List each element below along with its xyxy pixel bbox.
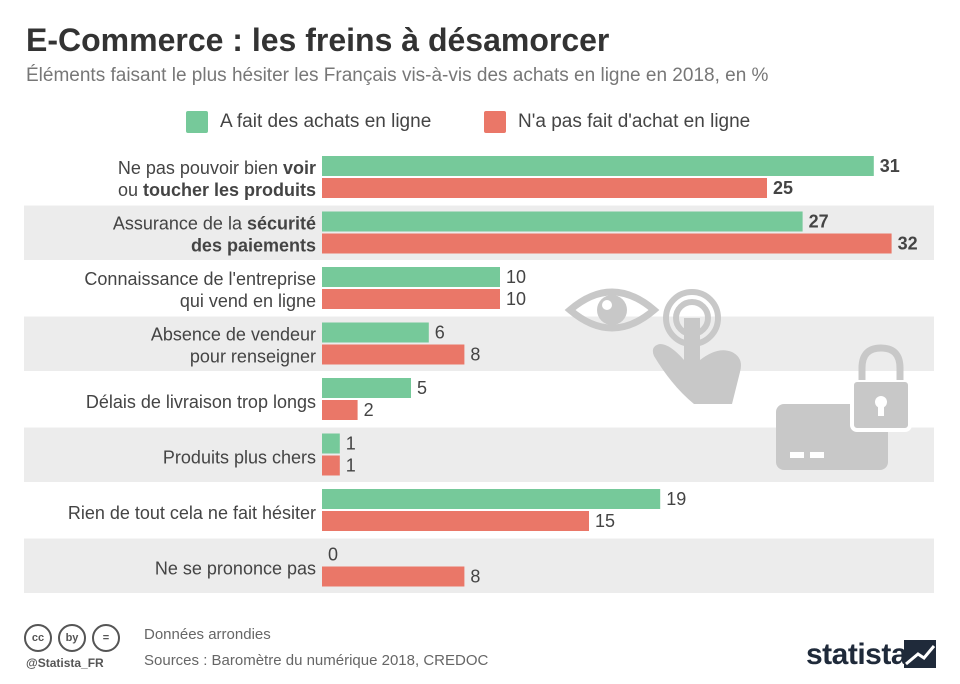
bar-achats: [322, 156, 874, 176]
category-label: des paiements: [191, 235, 316, 255]
category-label: Assurance de la sécurité: [113, 213, 316, 233]
data-label: 27: [809, 212, 829, 232]
bar-pas-achat: [322, 178, 767, 198]
data-label: 6: [435, 323, 445, 343]
data-label: 1: [346, 434, 356, 454]
data-label: 32: [898, 234, 918, 254]
bar-pas-achat: [322, 455, 340, 476]
bar-achats: [322, 267, 500, 287]
license-icons: cc by =: [24, 624, 120, 652]
data-label: 10: [506, 289, 526, 309]
bar-achats: [322, 489, 661, 509]
category-label: Délais de livraison trop longs: [86, 392, 316, 412]
bar-pas-achat: [322, 400, 358, 420]
twitter-handle: @Statista_FR: [26, 656, 104, 670]
touch-finger-icon: [652, 289, 741, 404]
category-label: Ne se prononce pas: [155, 558, 316, 578]
no-derivatives-icon: =: [92, 624, 120, 652]
data-label: 31: [880, 156, 900, 176]
data-label: 5: [417, 378, 427, 398]
legend-label-achats: A fait des achats en ligne: [220, 111, 432, 132]
source-note: Sources : Baromètre du numérique 2018, C…: [144, 652, 489, 669]
data-label: 2: [364, 400, 374, 420]
row-band: [24, 538, 934, 593]
legend-item-pas-achat: N'a pas fait d'achat en ligne: [484, 111, 750, 133]
chart-title: E-Commerce : les freins à désamorcer: [26, 22, 610, 58]
data-label: 1: [346, 456, 356, 476]
category-label: Absence de vendeur: [151, 324, 316, 344]
data-label: 25: [773, 178, 793, 198]
category-label: ou toucher les produits: [118, 180, 316, 200]
data-label: 10: [506, 267, 526, 287]
attribution-icon: by: [58, 624, 86, 652]
data-label: 8: [470, 567, 480, 587]
credit-card-lock-icon: [776, 344, 912, 470]
legend: A fait des achats en ligne N'a pas fait …: [0, 111, 960, 137]
bar-achats: [322, 378, 411, 398]
bar-pas-achat: [322, 344, 465, 365]
eye-icon: [564, 288, 660, 332]
category-label: qui vend en ligne: [180, 291, 316, 311]
data-label: 15: [595, 511, 615, 531]
chart-subtitle: Éléments faisant le plus hésiter les Fra…: [26, 65, 769, 86]
data-label: 8: [470, 345, 480, 365]
illustration: [564, 288, 912, 470]
data-label: 0: [328, 545, 338, 565]
category-label: Ne pas pouvoir bien voir: [118, 158, 316, 178]
bar-pas-achat: [322, 566, 465, 587]
category-label: Produits plus chers: [163, 447, 316, 467]
bar-pas-achat: [322, 289, 500, 309]
row-band: [24, 316, 934, 371]
legend-swatch-red: [484, 111, 506, 133]
statista-logo[interactable]: statista: [806, 638, 908, 671]
data-label: 19: [666, 489, 686, 509]
bar-achats: [322, 322, 429, 343]
footnote: Données arrondies: [144, 626, 271, 643]
category-label: Rien de tout cela ne fait hésiter: [68, 503, 316, 523]
legend-swatch-green: [186, 111, 208, 133]
legend-label-pas-achat: N'a pas fait d'achat en ligne: [518, 111, 751, 132]
statista-logo-mark: [904, 640, 936, 668]
bar-pas-achat: [322, 233, 892, 254]
category-label: Connaissance de l'entreprise: [84, 269, 316, 289]
bar-achats: [322, 211, 803, 232]
cc-icon: cc: [24, 624, 52, 652]
bar-achats: [322, 433, 340, 454]
category-label: pour renseigner: [190, 346, 316, 366]
legend-item-achats: A fait des achats en ligne: [186, 111, 431, 133]
bar-pas-achat: [322, 511, 589, 531]
